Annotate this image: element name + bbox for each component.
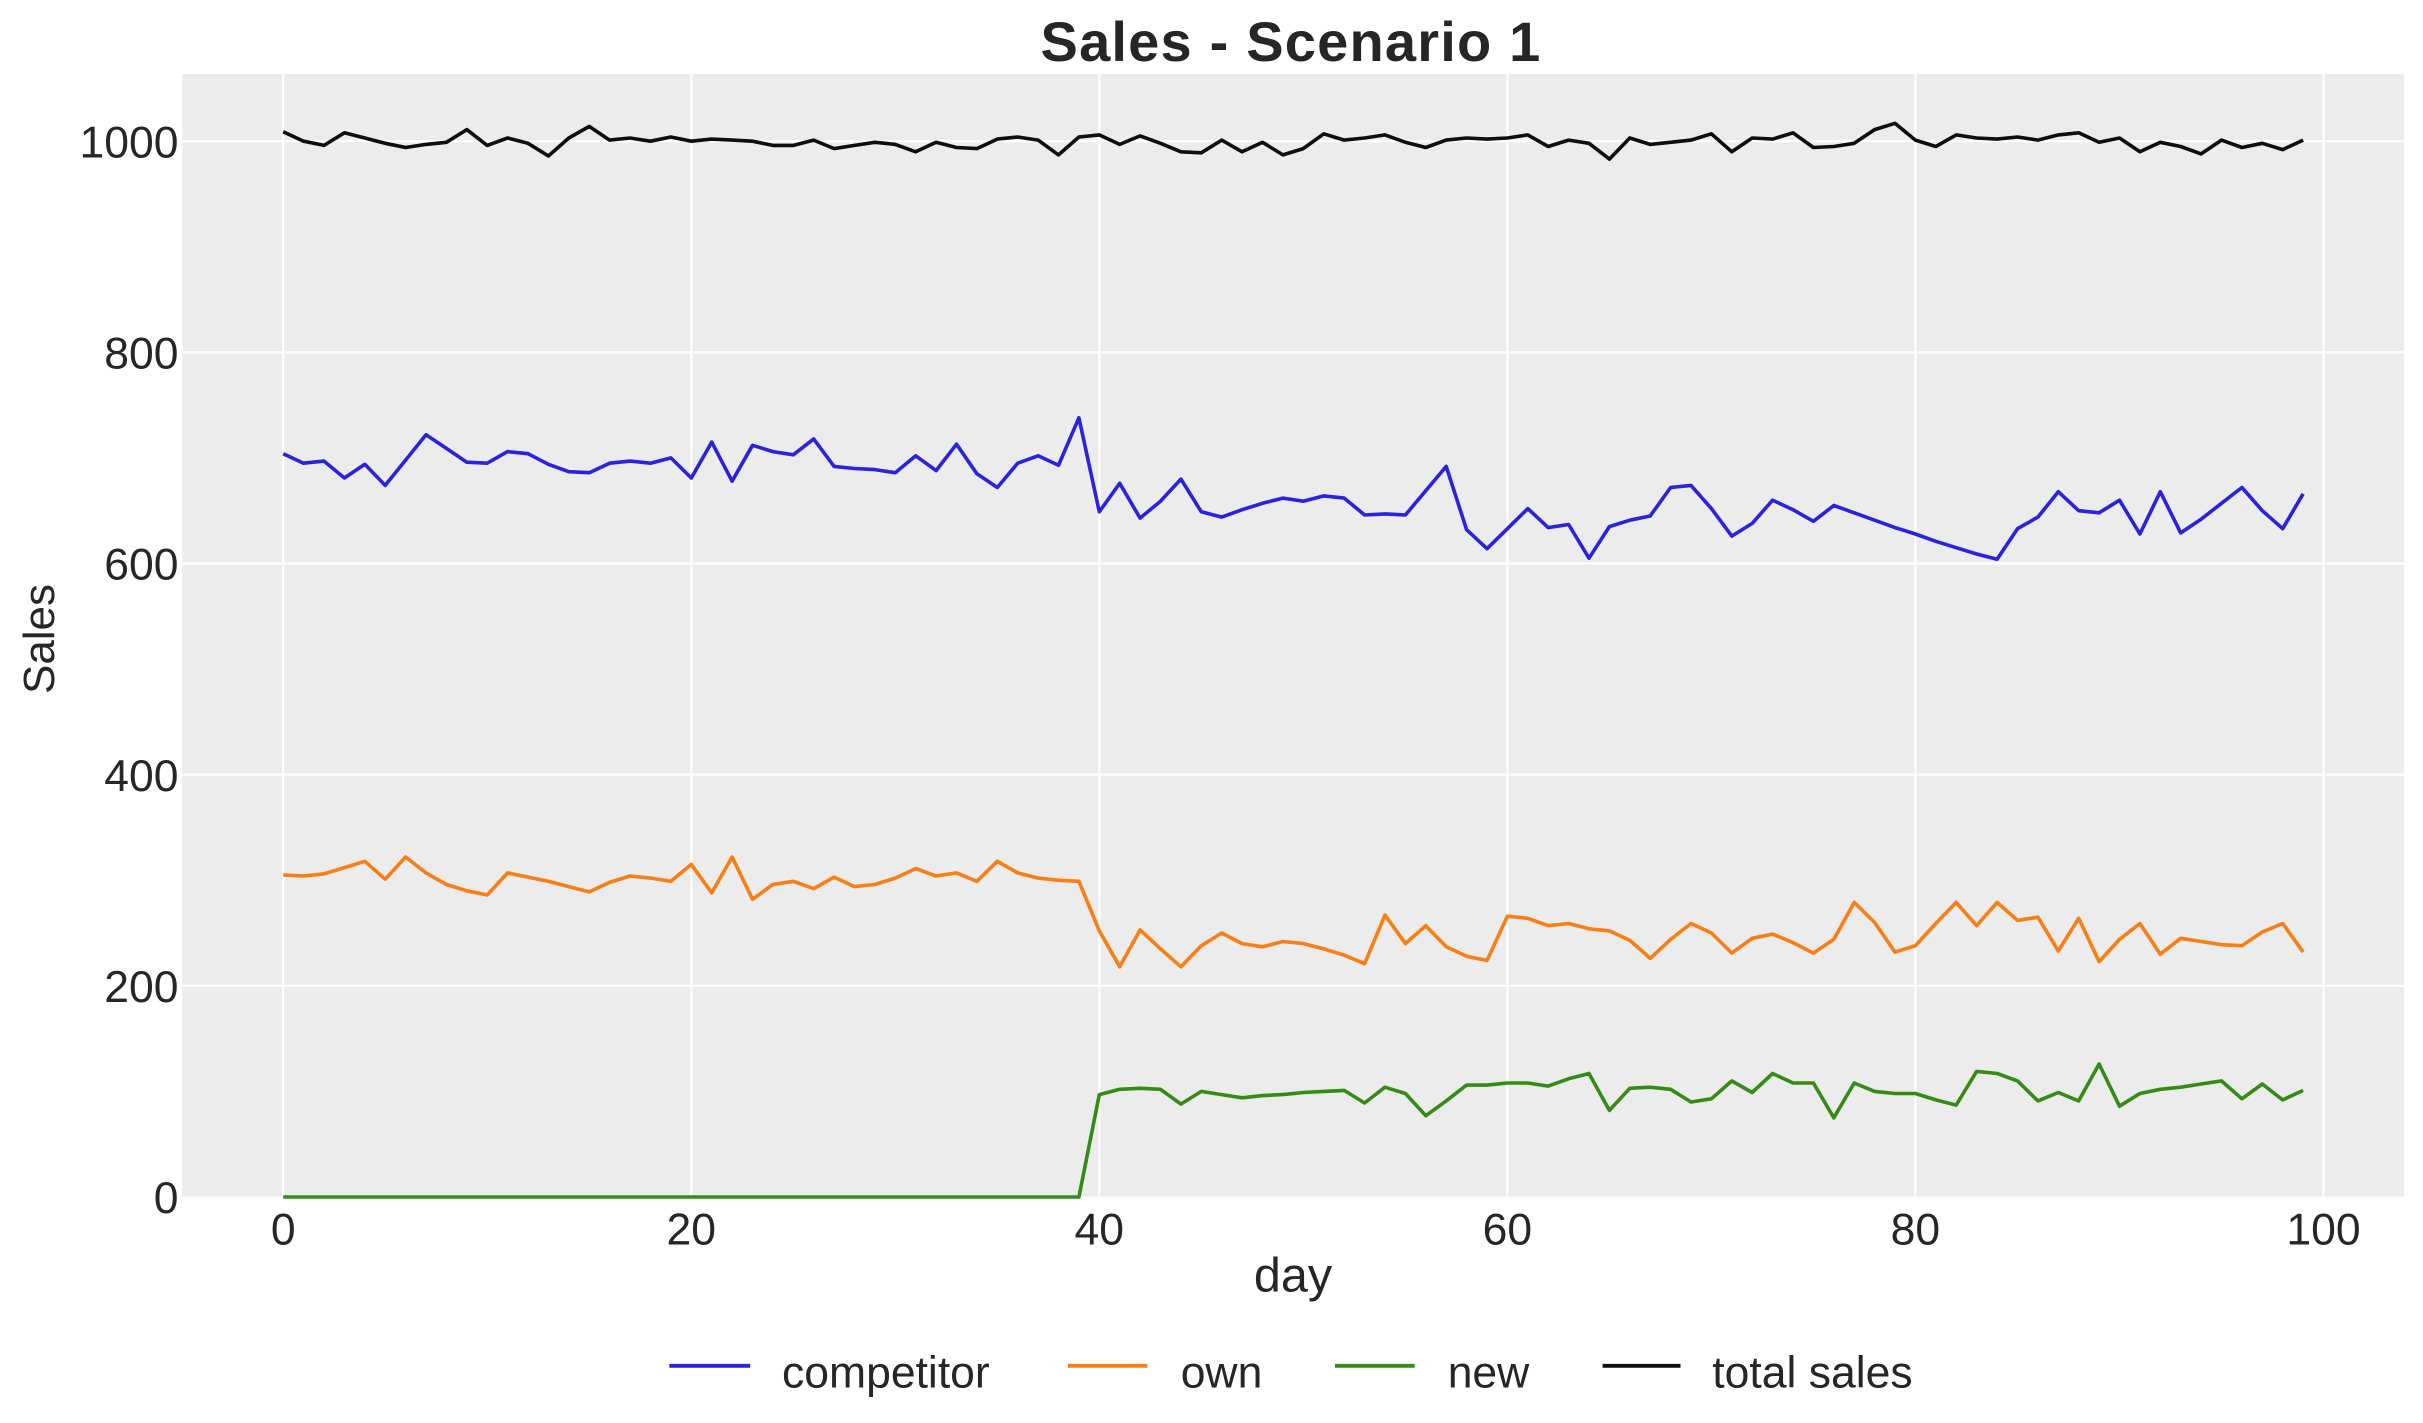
svg-text:own: own (1181, 1349, 1263, 1398)
svg-text:0: 0 (271, 1206, 296, 1255)
svg-text:100: 100 (2286, 1206, 2360, 1255)
svg-text:60: 60 (1483, 1206, 1533, 1255)
svg-text:600: 600 (104, 541, 178, 590)
svg-text:400: 400 (104, 752, 178, 801)
svg-text:80: 80 (1891, 1206, 1941, 1255)
svg-text:new: new (1448, 1349, 1530, 1398)
svg-text:competitor: competitor (782, 1349, 990, 1398)
svg-text:40: 40 (1075, 1206, 1125, 1255)
svg-text:200: 200 (104, 963, 178, 1012)
svg-text:Sales - Scenario 1: Sales - Scenario 1 (1041, 10, 1542, 73)
svg-text:20: 20 (667, 1206, 717, 1255)
svg-text:day: day (1254, 1249, 1333, 1303)
svg-text:1000: 1000 (80, 118, 179, 167)
svg-text:total sales: total sales (1712, 1349, 1912, 1398)
svg-text:0: 0 (154, 1174, 179, 1223)
svg-text:Sales: Sales (15, 584, 64, 694)
svg-text:800: 800 (104, 330, 178, 379)
